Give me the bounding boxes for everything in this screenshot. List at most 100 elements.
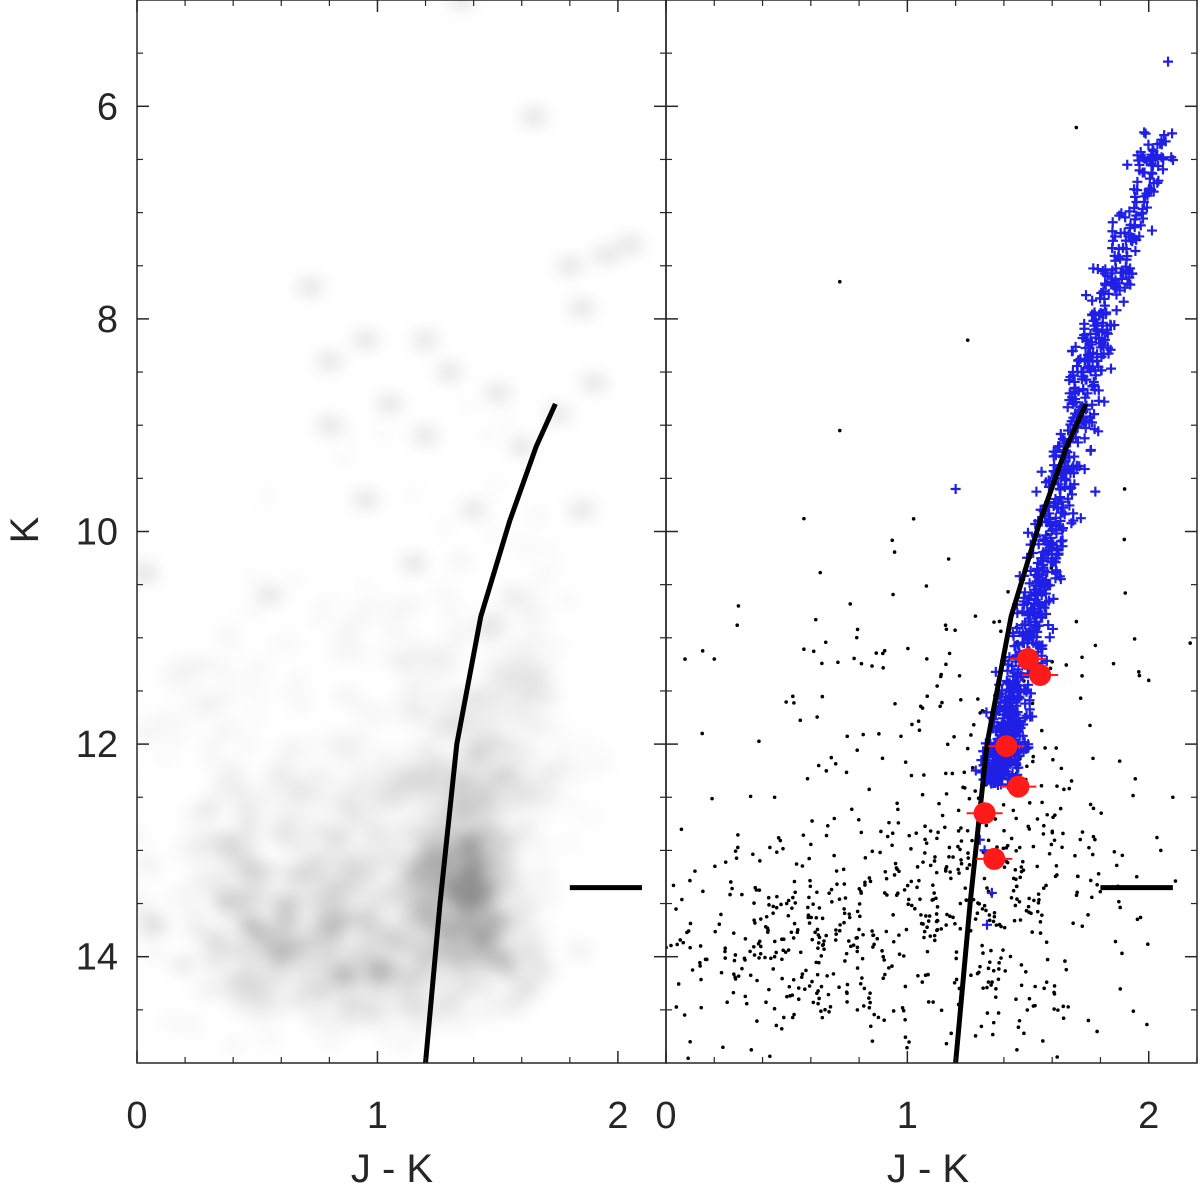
density-cell xyxy=(194,702,211,709)
density-cell xyxy=(485,782,502,789)
blue-plus-marker xyxy=(1090,486,1101,497)
density-cell xyxy=(429,818,446,825)
field-star-dot xyxy=(755,1019,759,1023)
density-cell xyxy=(353,862,370,869)
field-star-dot xyxy=(791,936,796,940)
density-cell xyxy=(440,646,457,653)
density-cell xyxy=(495,860,512,867)
density-cell xyxy=(231,795,248,802)
field-star-dot xyxy=(945,912,949,917)
blue-plus-marker xyxy=(1044,632,1055,643)
blue-plus-marker xyxy=(1031,639,1042,650)
density-cell xyxy=(355,732,372,739)
field-star-dot xyxy=(928,829,933,833)
field-star-dot xyxy=(855,945,860,950)
density-cell xyxy=(367,1010,384,1017)
density-cell xyxy=(579,742,596,749)
density-cell xyxy=(337,918,354,925)
density-cell xyxy=(261,874,278,881)
field-star-dot xyxy=(683,657,687,661)
density-cell xyxy=(308,1010,325,1017)
density-cell xyxy=(238,815,255,822)
density-cell xyxy=(416,802,433,809)
density-cell xyxy=(375,713,392,720)
density-point xyxy=(523,113,544,120)
density-cell xyxy=(455,556,472,563)
density-cell xyxy=(426,695,443,702)
field-star-dot xyxy=(764,914,769,919)
field-star-dot xyxy=(1020,859,1025,864)
density-cell xyxy=(508,675,525,682)
density-cell xyxy=(533,873,550,880)
blue-plus-marker xyxy=(1111,305,1122,316)
blue-plus-marker xyxy=(1085,445,1096,456)
density-cell xyxy=(477,856,494,863)
density-cell xyxy=(345,977,362,984)
field-star-dot xyxy=(1133,777,1138,781)
density-cell xyxy=(511,922,528,929)
field-star-dot xyxy=(965,828,970,833)
field-star-dot xyxy=(807,856,811,861)
field-star-dot xyxy=(919,913,923,917)
field-star-dot xyxy=(910,722,914,727)
field-star-dot xyxy=(920,980,925,984)
field-star-dot xyxy=(891,592,895,597)
blue-plus-marker xyxy=(1035,601,1046,612)
density-cell xyxy=(147,917,164,924)
field-star-dot xyxy=(792,879,797,884)
density-cell xyxy=(489,719,506,726)
field-star-dot xyxy=(723,949,727,954)
x-tick-label: 1 xyxy=(897,1095,918,1137)
field-star-dot xyxy=(811,649,816,654)
density-cell xyxy=(384,621,401,628)
field-star-dot xyxy=(781,846,785,851)
density-cell xyxy=(387,840,404,847)
field-star-dot xyxy=(1019,865,1024,869)
density-cell xyxy=(227,866,244,873)
density-cell xyxy=(443,661,460,668)
blue-plus-marker xyxy=(1137,152,1148,163)
density-cell xyxy=(475,742,492,749)
density-cell xyxy=(453,934,470,941)
field-star-dot xyxy=(693,869,697,873)
field-star-dot xyxy=(822,947,826,951)
field-star-dot xyxy=(1088,878,1093,883)
field-star-dot xyxy=(736,845,740,850)
field-star-dot xyxy=(810,979,814,984)
field-star-dot xyxy=(1138,915,1143,920)
density-cell xyxy=(504,667,521,674)
density-cell xyxy=(542,546,559,553)
blue-plus-marker xyxy=(1100,268,1111,279)
density-cell xyxy=(175,847,192,854)
density-cell xyxy=(253,998,270,1005)
density-cell xyxy=(242,827,259,834)
density-cell xyxy=(141,865,158,872)
field-star-dot xyxy=(1026,904,1031,909)
density-point xyxy=(571,507,592,514)
density-cell xyxy=(311,791,328,798)
field-star-dot xyxy=(953,628,957,633)
density-cell xyxy=(488,766,505,773)
density-cell xyxy=(359,906,376,913)
density-cell xyxy=(430,879,447,886)
density-cell xyxy=(520,906,537,913)
red-circle-marker xyxy=(1029,664,1052,687)
blue-plus-marker xyxy=(1006,754,1017,765)
density-isolated-points xyxy=(137,0,640,599)
blue-plus-marker xyxy=(993,774,1004,785)
density-cell xyxy=(268,1006,285,1013)
density-cell xyxy=(211,872,228,879)
density-cell xyxy=(401,820,418,827)
field-star-dot xyxy=(759,944,763,949)
blue-plus-marker xyxy=(1106,363,1116,374)
field-star-dot xyxy=(1004,846,1009,850)
density-cell xyxy=(553,729,570,736)
blue-plus-marker xyxy=(1160,136,1171,147)
density-cell xyxy=(486,927,503,934)
field-star-dot xyxy=(736,833,740,837)
density-cell xyxy=(305,869,322,876)
density-cell xyxy=(137,917,154,924)
field-star-dot xyxy=(1063,959,1067,963)
density-cell xyxy=(542,797,559,804)
density-point xyxy=(355,337,376,344)
